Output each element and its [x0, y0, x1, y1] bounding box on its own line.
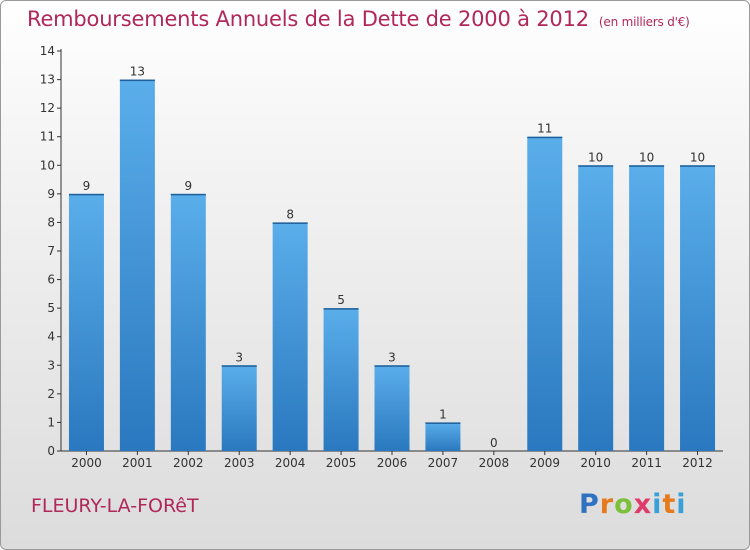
x-tick-label: 2001 [122, 456, 153, 470]
x-tick-label: 2002 [173, 456, 204, 470]
x-tick-label: 2009 [529, 456, 560, 470]
logo-letter: i [676, 489, 687, 520]
y-tick-label: 6 [47, 273, 55, 287]
bar-top-edge [119, 79, 155, 82]
bar-top-edge [68, 193, 104, 196]
y-tick-label: 7 [47, 244, 55, 258]
bar-value-label: 10 [690, 150, 705, 164]
bar-value-label: 3 [388, 350, 396, 364]
y-tick-label: 1 [47, 415, 55, 429]
y-tick-label: 5 [47, 301, 55, 315]
bar [68, 193, 104, 451]
x-tick-label: 2010 [580, 456, 611, 470]
bar-top-edge [680, 165, 716, 167]
bar-value-label: 11 [537, 122, 552, 136]
y-tick-label: 0 [47, 444, 55, 458]
x-tick-label: 2005 [326, 456, 357, 470]
x-tick-label: 2008 [479, 456, 510, 470]
y-tick-label: 11 [40, 130, 55, 144]
commune-name: FLEURY-LA-FORêT [31, 495, 199, 517]
logo-letter: o [614, 489, 634, 520]
bar [272, 222, 308, 451]
bar-top-edge [323, 308, 359, 310]
y-tick-label: 3 [47, 358, 55, 372]
bar-value-label: 13 [130, 65, 145, 79]
bar [578, 165, 614, 452]
bar [425, 422, 461, 451]
chart-title-text: Remboursements Annuels de la Dette de 20… [27, 7, 589, 31]
bar-value-label: 0 [490, 436, 498, 450]
x-tick-label: 2007 [428, 456, 459, 470]
y-tick-label: 8 [47, 215, 55, 229]
bar-top-edge [527, 136, 563, 139]
bar-top-edge [272, 222, 308, 224]
y-tick-label: 10 [40, 158, 55, 172]
logo-letter: P [579, 489, 600, 520]
bar [170, 193, 206, 451]
y-tick-label: 14 [40, 44, 55, 58]
bar-value-label: 10 [639, 150, 654, 164]
y-tick-label: 2 [47, 387, 55, 401]
y-tick-label: 4 [47, 330, 55, 344]
bar-value-label: 9 [83, 179, 91, 193]
bar-top-edge [425, 422, 461, 424]
bar-top-edge [374, 365, 410, 367]
bar-value-label: 8 [286, 207, 294, 221]
bar [374, 365, 410, 451]
y-tick-label: 9 [47, 187, 55, 201]
bar-top-edge [170, 193, 206, 196]
bar [119, 79, 155, 452]
x-tick-label: 2006 [377, 456, 408, 470]
y-tick-label: 12 [40, 101, 55, 115]
x-tick-label: 2004 [275, 456, 306, 470]
x-tick-label: 2000 [71, 456, 102, 470]
logo-letter: i [652, 489, 663, 520]
bar [323, 308, 359, 451]
x-tick-label: 2011 [631, 456, 662, 470]
logo-letter: r [599, 489, 615, 520]
chart-subtitle: (en milliers d'€) [598, 15, 690, 29]
bar-value-label: 1 [439, 407, 447, 421]
bar [680, 165, 716, 452]
logo-letter: t [662, 489, 677, 520]
bar-value-label: 5 [337, 293, 345, 307]
x-tick-label: 2012 [682, 456, 713, 470]
bar [629, 165, 665, 452]
bar-top-edge [629, 165, 665, 167]
bar-value-label: 3 [235, 350, 243, 364]
proxiti-logo: Proxiti [579, 489, 687, 520]
bar-top-edge [221, 365, 257, 367]
y-tick-label: 13 [40, 73, 55, 87]
bar [527, 136, 563, 451]
bar [221, 365, 257, 451]
bar-top-edge [578, 165, 614, 167]
bar-value-label: 10 [588, 150, 603, 164]
logo-letter: x [633, 489, 653, 520]
chart-title: Remboursements Annuels de la Dette de 20… [27, 7, 690, 31]
x-tick-label: 2003 [224, 456, 255, 470]
bar-value-label: 9 [184, 179, 192, 193]
